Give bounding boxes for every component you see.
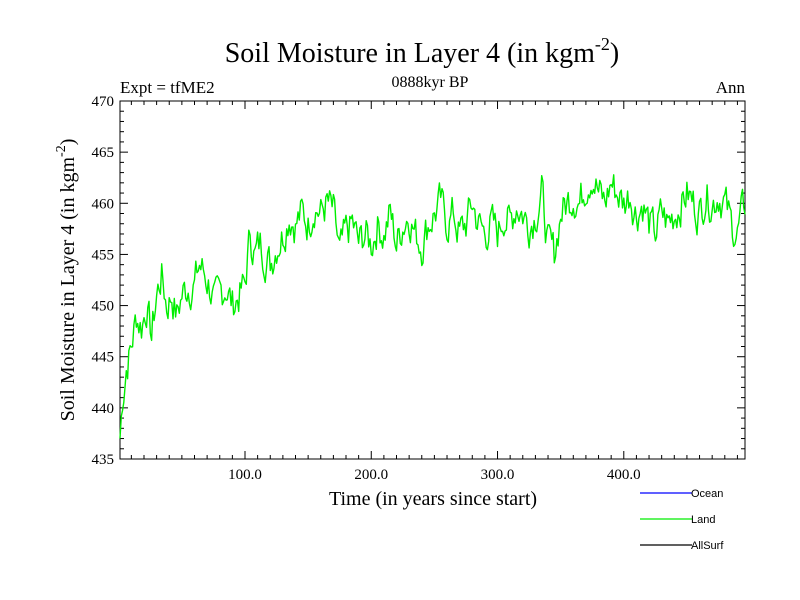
subtitle-right: Ann xyxy=(716,78,746,97)
legend: Ocean Land AllSurf xyxy=(640,488,724,552)
series-line-land xyxy=(119,174,746,439)
plot-frame xyxy=(119,100,746,460)
x-tick-label: 200.0 xyxy=(354,467,388,483)
chart-title: Soil Moisture in Layer 4 (in kgm-2) xyxy=(225,34,620,69)
y-axis-label-main: Soil Moisture in Layer 4 (in kgm xyxy=(57,157,79,422)
legend-label-land: Land xyxy=(691,514,715,526)
y-axis-label: Soil Moisture in Layer 4 (in kgm-2) xyxy=(54,139,79,422)
x-tick-label: 400.0 xyxy=(607,467,641,483)
chart-title-sup: -2 xyxy=(595,34,610,54)
chart-title-main: Soil Moisture in Layer 4 (in kgm xyxy=(225,38,595,69)
data-lines xyxy=(119,174,746,439)
y-tick-label: 435 xyxy=(92,452,115,468)
axis-tick-labels: 435 440 445 450 455 460 465 470 100.0 200.0 300.0 4… xyxy=(92,94,641,483)
y-tick-label: 450 xyxy=(92,299,115,315)
y-tick-label: 470 xyxy=(92,94,115,110)
x-tick-label: 300.0 xyxy=(481,467,515,483)
subtitle-left: Expt = tfME2 xyxy=(120,78,215,97)
y-axis-label-sup: -2 xyxy=(54,145,69,157)
x-axis-label: Time (in years since start) xyxy=(329,488,537,510)
y-axis-label-close: ) xyxy=(57,139,79,146)
subtitle-center: 0888kyr BP xyxy=(392,74,469,91)
y-tick-label: 440 xyxy=(92,401,115,417)
axis-ticks xyxy=(120,100,745,460)
y-tick-label: 455 xyxy=(92,247,115,263)
y-tick-label: 445 xyxy=(92,350,115,366)
legend-label-allsurf: AllSurf xyxy=(691,540,724,552)
x-tick-label: 100.0 xyxy=(228,467,262,483)
chart-title-close: ) xyxy=(610,38,619,69)
y-tick-label: 465 xyxy=(92,145,115,161)
legend-label-ocean: Ocean xyxy=(691,488,723,500)
y-tick-label: 460 xyxy=(92,196,115,212)
